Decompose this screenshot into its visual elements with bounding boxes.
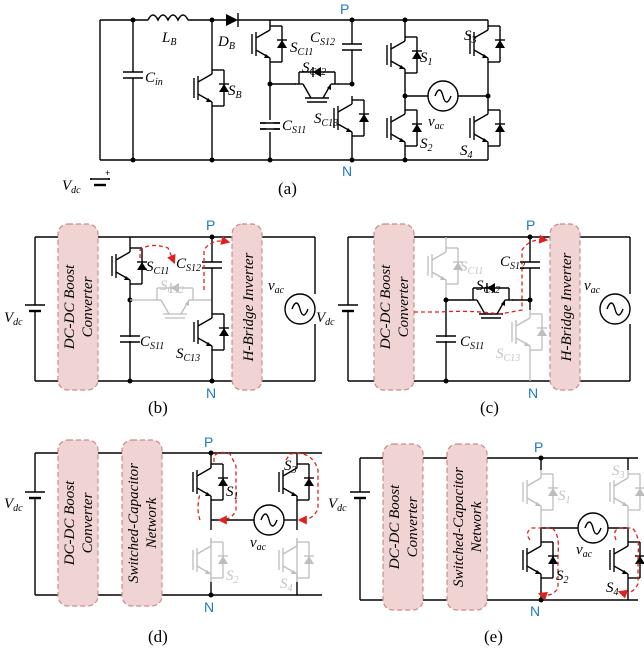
- svg-text:S1: S1: [226, 484, 239, 502]
- node-n-a: N: [342, 163, 352, 179]
- svg-text:SC13: SC13: [496, 346, 520, 364]
- block-hbridge-b: [231, 223, 263, 391]
- label-s2: S2: [420, 136, 433, 154]
- svg-text:S4: S4: [280, 576, 293, 594]
- label-s3: S3: [464, 28, 477, 46]
- svg-text:vac: vac: [576, 542, 593, 560]
- label-db: DB: [217, 34, 235, 52]
- block-boost-e-text: DC-DC Boost Converter: [387, 484, 421, 570]
- svg-text:Vdc: Vdc: [328, 496, 347, 514]
- block-hbridge-c: [549, 223, 581, 391]
- svg-text:SC12: SC12: [160, 278, 184, 296]
- panel-b: DC-DC Boost Converter H-Bridge Inverter S…: [4, 217, 316, 417]
- block-boost-c: [373, 223, 415, 391]
- svg-text:N: N: [530, 603, 540, 619]
- svg-text:N: N: [204, 599, 214, 615]
- label-lb: LB: [161, 30, 176, 48]
- panel-d: DC-DC Boost Converter Switched-Capacitor N…: [4, 434, 322, 646]
- svg-text:vac: vac: [268, 278, 285, 296]
- svg-text:CS12: CS12: [500, 254, 525, 272]
- svg-text:CS12: CS12: [176, 256, 201, 274]
- label-sc11: SC11: [290, 40, 313, 58]
- svg-text:SC13: SC13: [176, 346, 200, 364]
- inductor-lb-symbol: [147, 14, 189, 22]
- label-cin: Cin: [145, 70, 163, 88]
- label-vdc: Vdc: [62, 178, 81, 196]
- svg-text:SC11: SC11: [146, 259, 169, 277]
- caption-b: (b): [148, 398, 168, 417]
- svg-text:vac: vac: [250, 535, 267, 553]
- svg-text:CS11: CS11: [140, 334, 164, 352]
- svg-text:CS11: CS11: [460, 334, 484, 352]
- node-p-a: P: [340, 1, 349, 17]
- block-boost-d-text: DC-DC Boost Converter: [62, 480, 96, 566]
- block-sc-e: [446, 443, 488, 611]
- svg-text:SC11: SC11: [460, 259, 483, 277]
- block-hbridge-b-text: H-Bridge Inverter: [241, 252, 257, 362]
- svg-text:Vdc: Vdc: [4, 496, 23, 514]
- svg-text:S3: S3: [612, 463, 625, 481]
- label-sb: SB: [228, 83, 242, 101]
- block-hbridge-c-text: H-Bridge Inverter: [559, 252, 575, 362]
- svg-text:vac: vac: [584, 278, 601, 296]
- block-boost-b-text: DC-DC Boost Converter: [62, 264, 96, 350]
- svg-text:N: N: [528, 385, 538, 401]
- svg-text:SC12: SC12: [476, 278, 500, 296]
- svg-text:S3: S3: [284, 458, 297, 476]
- panel-c: DC-DC Boost Converter H-Bridge Inverter S…: [316, 217, 631, 417]
- block-boost-c-text: DC-DC Boost Converter: [378, 264, 412, 350]
- panel-a: Vdc LB DB Cin SB SC11 CS12 SC12 CS11 SC1…: [62, 1, 506, 198]
- svg-text:P: P: [204, 434, 213, 450]
- label-cs12: CS12: [310, 30, 335, 48]
- block-sc-d-text: Switched-Capacitor Network: [126, 463, 160, 583]
- svg-text:N: N: [206, 385, 216, 401]
- block-boost-d: [57, 439, 99, 607]
- svg-text:S4: S4: [606, 580, 619, 598]
- label-sc13: SC13: [314, 111, 338, 129]
- diode-db-symbol: [226, 14, 238, 26]
- block-boost-b: [57, 223, 99, 391]
- caption-e: (e): [484, 627, 503, 646]
- caption-c: (c): [480, 398, 499, 417]
- block-sc-d: [121, 439, 163, 607]
- label-sc12: SC12: [302, 60, 326, 78]
- svg-text:S2: S2: [556, 568, 569, 586]
- svg-text:P: P: [534, 439, 543, 455]
- svg-text:P: P: [526, 217, 535, 233]
- caption-d: (d): [148, 627, 168, 646]
- label-vac: vac: [428, 114, 445, 132]
- svg-text:Vdc: Vdc: [316, 310, 335, 328]
- svg-text:P: P: [206, 217, 215, 233]
- label-cs11: CS11: [282, 118, 306, 136]
- label-s1: S1: [420, 50, 433, 68]
- block-boost-e: [382, 443, 424, 611]
- svg-text:S1: S1: [558, 488, 571, 506]
- svg-text:Vdc: Vdc: [4, 310, 23, 328]
- label-s4: S4: [460, 143, 473, 161]
- block-sc-e-text: Switched-Capacitor Network: [451, 467, 485, 587]
- caption-a: (a): [278, 179, 297, 198]
- svg-text:S2: S2: [226, 568, 239, 586]
- panel-e: DC-DC Boost Converter Switched-Capacitor N…: [328, 439, 644, 646]
